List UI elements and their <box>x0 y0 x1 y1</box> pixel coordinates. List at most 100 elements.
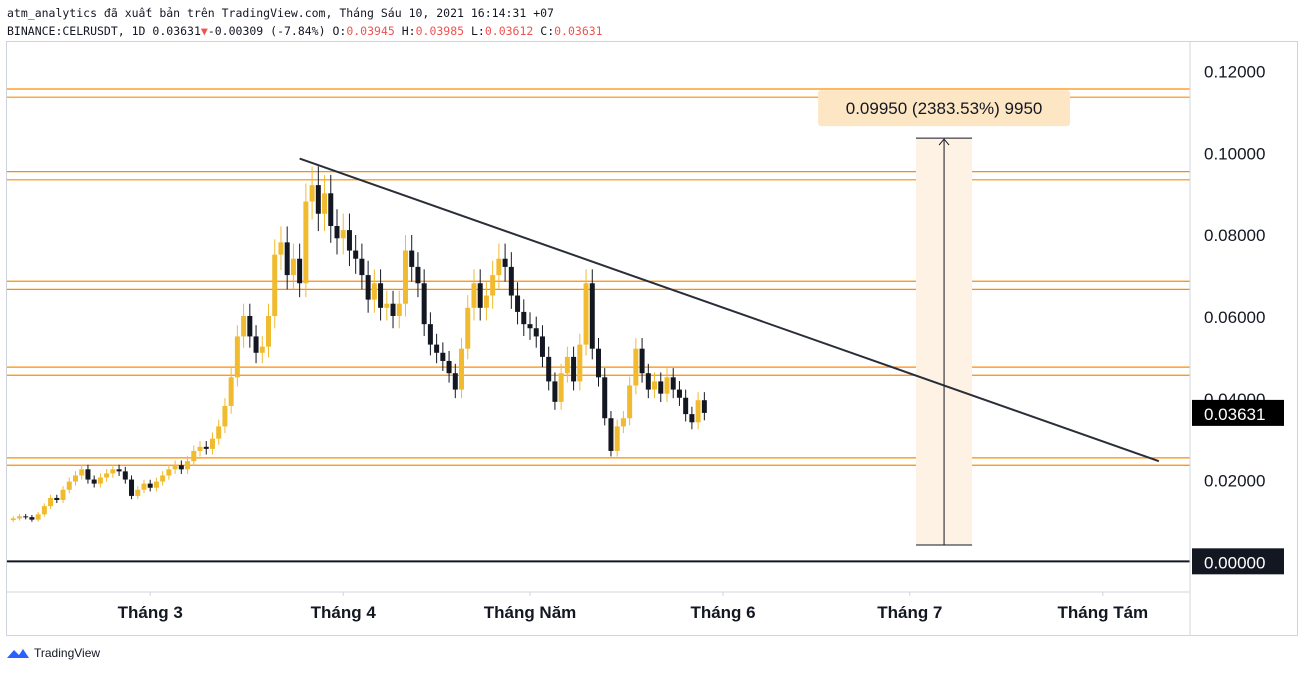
candle-body-56 <box>359 258 365 276</box>
candle-body-18 <box>122 471 128 480</box>
x-tick-label-2: Tháng Năm <box>484 603 577 622</box>
candle-body-41 <box>266 315 272 347</box>
candle-body-97 <box>614 426 620 451</box>
candle-body-98 <box>620 418 626 427</box>
footer: TradingView <box>6 646 100 660</box>
candle-body-80 <box>508 266 514 296</box>
candle-body-78 <box>496 258 502 276</box>
candle-body-11 <box>79 469 85 476</box>
candle-body-61 <box>390 303 396 316</box>
ohlc-legend: BINANCE:CELRUSDT, 1D 0.03631▼-0.00309 (-… <box>7 24 603 38</box>
candle-body-65 <box>415 266 421 284</box>
candle-body-24 <box>160 475 166 482</box>
low-label: L: <box>471 24 485 38</box>
candle-body-88 <box>558 373 564 402</box>
candle-body-107 <box>676 389 682 398</box>
candle-body-92 <box>583 283 589 345</box>
down-arrow-icon: ▼ <box>200 24 208 38</box>
candle-body-46 <box>297 258 303 284</box>
candle-body-49 <box>315 185 321 214</box>
candle-body-82 <box>521 311 527 325</box>
y-tick-label-2: 0.08000 <box>1204 226 1265 245</box>
candle-body-95 <box>602 377 608 419</box>
candle-body-44 <box>284 242 290 276</box>
candle-body-13 <box>91 479 97 484</box>
candle-body-59 <box>378 283 384 308</box>
candle-body-12 <box>85 469 91 480</box>
candle-body-54 <box>346 230 352 251</box>
candle-body-21 <box>141 483 147 490</box>
candle-body-69 <box>440 352 446 361</box>
high-value: 0.03985 <box>415 24 465 38</box>
candle-body-17 <box>116 469 122 472</box>
candle-body-79 <box>502 258 508 267</box>
candle-body-110 <box>695 400 701 423</box>
candle-body-68 <box>434 344 440 353</box>
candle-body-4 <box>35 514 41 520</box>
zero-price-label: 0.00000 <box>1204 553 1265 572</box>
candle-body-90 <box>571 356 577 382</box>
candle-body-57 <box>365 275 371 300</box>
candle-body-106 <box>670 377 676 390</box>
candle-body-99 <box>627 385 633 419</box>
candle-body-104 <box>658 381 664 394</box>
candle-body-71 <box>452 373 458 390</box>
y-tick-label-5: 0.02000 <box>1204 472 1265 491</box>
candle-body-8 <box>60 489 66 500</box>
candle-body-22 <box>147 483 153 488</box>
candle-body-42 <box>272 254 278 316</box>
measure-label: 0.09950 (2383.53%) 9950 <box>846 99 1043 118</box>
x-tick-label-3: Tháng 6 <box>690 603 755 622</box>
candle-body-28 <box>185 461 191 470</box>
candle-body-66 <box>421 283 427 325</box>
candle-body-67 <box>427 324 433 345</box>
candle-body-102 <box>645 373 651 390</box>
candle-body-10 <box>72 475 78 482</box>
candle-body-75 <box>477 283 483 308</box>
candle-body-2 <box>23 516 29 518</box>
candle-body-6 <box>48 497 54 507</box>
candle-body-19 <box>129 479 135 496</box>
candle-body-85 <box>539 336 545 357</box>
candle-body-109 <box>689 414 695 423</box>
candle-body-101 <box>639 348 645 374</box>
candle-body-58 <box>371 283 377 300</box>
candle-body-100 <box>633 348 639 386</box>
candle-body-25 <box>166 469 172 476</box>
candle-body-51 <box>328 193 334 227</box>
candle-body-37 <box>241 315 247 337</box>
candle-body-50 <box>322 193 328 214</box>
candle-body-60 <box>384 303 390 308</box>
candle-body-32 <box>209 438 215 449</box>
candle-body-47 <box>303 201 309 284</box>
last-price-label: 0.03631 <box>1204 405 1265 424</box>
candle-body-111 <box>701 400 707 413</box>
candle-body-81 <box>515 295 521 312</box>
symbol-label: BINANCE:CELRUSDT, 1D <box>7 24 146 38</box>
measure-arrow-head <box>938 138 950 146</box>
x-tick-label-5: Tháng Tám <box>1057 603 1148 622</box>
candle-body-9 <box>66 481 72 490</box>
high-label: H: <box>401 24 416 38</box>
candle-body-38 <box>247 315 253 337</box>
trendline <box>299 157 1160 463</box>
candle-body-105 <box>664 377 670 394</box>
x-tick-label-0: Tháng 3 <box>118 603 183 622</box>
candle-body-64 <box>409 250 415 267</box>
candle-body-23 <box>153 481 159 488</box>
candle-body-29 <box>191 450 197 462</box>
y-tick-label-1: 0.10000 <box>1204 144 1265 163</box>
candle-body-36 <box>234 336 240 378</box>
y-tick-label-0: 0.12000 <box>1204 63 1265 82</box>
tradingview-logo-icon <box>7 649 29 658</box>
candle-body-108 <box>683 397 689 415</box>
candle-body-39 <box>253 336 259 353</box>
candle-body-1 <box>16 516 22 519</box>
candle-body-84 <box>533 328 539 337</box>
candle-body-34 <box>222 405 228 427</box>
candle-body-27 <box>178 465 184 470</box>
candle-body-74 <box>471 283 477 308</box>
close-value: 0.03631 <box>554 24 603 38</box>
y-tick-label-3: 0.06000 <box>1204 308 1265 327</box>
